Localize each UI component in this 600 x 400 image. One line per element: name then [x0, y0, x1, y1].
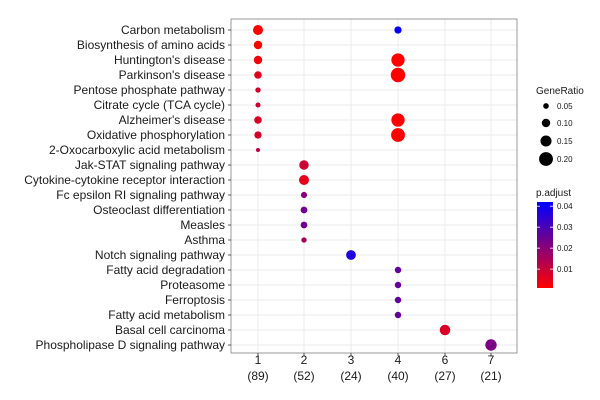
y-tick-label: Fatty acid degradation: [106, 263, 225, 277]
plot-panel-border: [230, 18, 518, 354]
y-tick-label: Parkinson's disease: [119, 68, 226, 82]
y-tick-label: Pentose phosphate pathway: [74, 83, 225, 97]
data-point: [394, 266, 402, 274]
color-bar: [537, 202, 553, 288]
data-point: [298, 174, 310, 186]
data-point: [394, 311, 402, 319]
data-point: [346, 250, 356, 260]
data-point: [254, 116, 262, 124]
y-tick-label: Proteasome: [160, 278, 225, 292]
data-point: [394, 26, 402, 34]
y-tick-label: Basal cell carcinoma: [115, 323, 225, 337]
y-tick-label: Measles: [180, 218, 225, 232]
x-tick-label: 2: [301, 353, 308, 367]
x-tick-count-label: (89): [247, 369, 268, 383]
y-tick-label: Phospholipase D signaling pathway: [36, 338, 225, 352]
y-tick-label: 2-Oxocarboxylic acid metabolism: [49, 143, 225, 157]
y-tick-label: Oxidative phosphorylation: [87, 128, 225, 142]
x-tick-count-label: (24): [340, 369, 361, 383]
y-tick-label: Fatty acid metabolism: [108, 308, 225, 322]
y-tick-label: Biosynthesis of amino acids: [77, 38, 225, 52]
size-legend: GeneRatio 0.05 0.10 0.15 0.20: [536, 86, 584, 166]
grid-lines: [231, 19, 517, 353]
data-point: [300, 206, 308, 214]
data-point: [394, 296, 402, 304]
data-points: [252, 24, 497, 351]
size-legend-label: 0.05: [557, 102, 573, 111]
data-point: [394, 281, 402, 289]
y-tick-label: Notch signaling pathway: [95, 248, 225, 262]
x-tick-count-label: (40): [387, 369, 408, 383]
color-legend: p.adjust 0.01 0.02 0.03 0.04: [536, 188, 573, 288]
size-legend-dot: [539, 152, 553, 166]
data-point: [300, 191, 308, 199]
color-legend-title: p.adjust: [536, 188, 571, 199]
y-tick-label: Huntington's disease: [114, 53, 225, 67]
data-point: [254, 131, 262, 139]
data-point: [439, 324, 451, 336]
size-legend-dot: [541, 118, 551, 128]
color-legend-label: 0.03: [557, 223, 573, 232]
data-point: [253, 55, 263, 65]
x-tick-label: 7: [488, 353, 495, 367]
data-point: [391, 53, 405, 67]
y-tick-label: Ferroptosis: [165, 293, 225, 307]
x-tick-count-label: (52): [293, 369, 314, 383]
data-point: [485, 339, 497, 351]
size-legend-label: 0.10: [557, 119, 573, 128]
color-legend-label: 0.02: [557, 244, 573, 253]
y-tick-label: Cytokine-cytokine receptor interaction: [24, 173, 225, 187]
x-tick-label: 6: [442, 353, 449, 367]
color-legend-label: 0.01: [557, 265, 573, 274]
y-tick-label: Jak-STAT signaling pathway: [75, 158, 225, 172]
y-tick-label: Alzheimer's disease: [119, 113, 226, 127]
size-legend-dot: [540, 135, 552, 147]
y-tick-label: Osteoclast differentiation: [93, 203, 225, 217]
x-tick-count-label: (21): [480, 369, 501, 383]
data-point: [255, 102, 261, 108]
size-legend-dot: [543, 103, 549, 109]
x-tick-label: 4: [395, 353, 402, 367]
x-tick-labels: 1 (89) 2 (52) 3 (24) 4 (40) 6 (27) 7 (21): [247, 353, 502, 383]
data-point: [256, 148, 260, 152]
size-legend-label: 0.15: [557, 137, 573, 146]
data-point: [391, 113, 405, 127]
data-point: [299, 160, 309, 170]
data-point: [300, 221, 308, 229]
size-legend-title: GeneRatio: [536, 86, 584, 97]
data-point: [252, 24, 264, 36]
y-tick-label: Citrate cycle (TCA cycle): [94, 98, 225, 112]
x-tick-label: 1: [255, 353, 262, 367]
data-point: [391, 128, 405, 142]
data-point: [301, 237, 307, 243]
y-tick-label: Carbon metabolism: [121, 23, 225, 37]
size-legend-label: 0.20: [557, 155, 573, 164]
y-tick-label: Fc epsilon RI signaling pathway: [56, 188, 225, 202]
x-tick-label: 3: [348, 353, 355, 367]
data-point: [255, 87, 261, 93]
data-point: [254, 71, 262, 79]
data-point: [390, 67, 406, 83]
color-legend-label: 0.04: [557, 202, 573, 211]
data-point: [253, 40, 263, 50]
y-tick-label: Asthma: [184, 233, 225, 247]
x-tick-count-label: (27): [434, 369, 455, 383]
